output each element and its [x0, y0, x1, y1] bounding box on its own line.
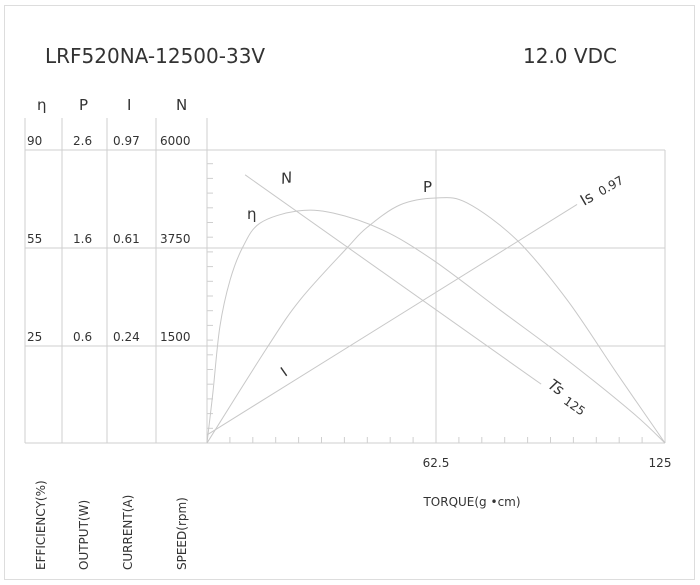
series-label-i: I — [278, 365, 291, 380]
axis-symbol-i: I — [127, 96, 131, 114]
series-label-eta: η — [247, 205, 257, 223]
x-axis-label: TORQUE(g •cm) — [422, 495, 520, 509]
axis-table: η P I N — [24, 96, 208, 443]
model-title: LRF520NA-12500-33V — [45, 44, 265, 68]
outer-border — [4, 5, 695, 580]
series-label-p: P — [423, 178, 432, 196]
y-label-current: CURRENT(A) — [121, 495, 135, 570]
series-line-outputw — [206, 197, 666, 444]
y-label-speed: SPEED(rpm) — [175, 497, 189, 570]
voltage-label: 12.0 VDC — [523, 44, 617, 68]
y-tick-efficiency: 25 — [27, 330, 42, 344]
axis-symbol-p: P — [79, 96, 88, 114]
ts-value: 125 — [561, 394, 588, 419]
y-label-efficiency: EFFICIENCY(%) — [34, 480, 48, 570]
y-tick-currenta: 0.61 — [113, 232, 140, 246]
is-value: 0.97 — [596, 173, 626, 198]
y-tick-speedrpm: 3750 — [160, 232, 191, 246]
series-line-efficiency — [206, 209, 666, 444]
is-label: Is — [577, 188, 597, 210]
y-tick-currenta: 0.97 — [113, 134, 140, 148]
x-tick-125: 125 — [649, 456, 672, 470]
y-tick-outputw: 0.6 — [73, 330, 92, 344]
y-tick-outputw: 2.6 — [73, 134, 92, 148]
y-tick-efficiency: 90 — [27, 134, 42, 148]
axis-symbol-eta: η — [37, 96, 47, 114]
y-tick-speedrpm: 1500 — [160, 330, 191, 344]
y-tick-speedrpm: 6000 — [160, 134, 191, 148]
series-line-speedrpm — [244, 174, 542, 385]
axis-symbol-n: N — [176, 96, 187, 114]
series-line-currenta — [206, 204, 578, 436]
series-label-n: N — [280, 168, 294, 188]
y-tick-currenta: 0.24 — [113, 330, 140, 344]
y-label-output: OUTPUT(W) — [77, 500, 91, 570]
x-tick-62.5: 62.5 — [423, 456, 450, 470]
y-tick-outputw: 1.6 — [73, 232, 92, 246]
y-tick-efficiency: 55 — [27, 232, 42, 246]
ts-label: Ts — [545, 376, 568, 400]
